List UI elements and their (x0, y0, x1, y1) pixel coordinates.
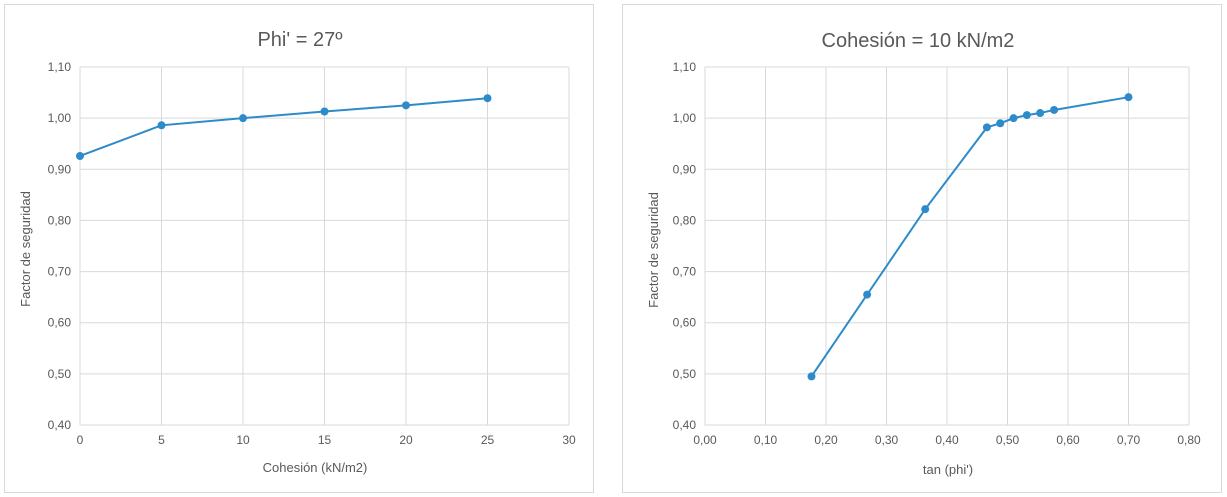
x-tick-label: 25 (481, 433, 495, 447)
x-tick-label: 0,10 (754, 433, 778, 447)
x-tick-label: 0 (77, 433, 84, 447)
y-tick-label: 0,90 (673, 162, 697, 176)
data-point (1009, 114, 1018, 123)
chart-panel-right: Cohesión = 10 kN/m2 tan (phi') Factor de… (622, 4, 1222, 493)
y-tick-label: 1,00 (48, 111, 72, 125)
x-tick-label: 20 (399, 433, 413, 447)
y-tick-label: 1,10 (673, 60, 697, 74)
plot-area: 0,40 0,50 0,60 0,70 0,80 0,90 1,00 1,10 0,00 0,10… (673, 60, 1201, 447)
y-tick-label: 0,80 (48, 213, 72, 227)
y-tick-label: 0,40 (48, 418, 72, 432)
data-point (1036, 109, 1045, 118)
data-point (1022, 111, 1031, 120)
series-line (810, 96, 1129, 377)
y-tick-label: 1,10 (48, 60, 72, 74)
data-point (1124, 93, 1133, 102)
chart-left: Phi' = 27º Cohesión (kN/m2) Factor de se… (18, 29, 576, 475)
data-point (982, 123, 991, 132)
x-axis-title: tan (phi') (923, 462, 973, 477)
data-point (402, 101, 410, 110)
data-point (76, 151, 84, 160)
x-tick-label: 0,00 (693, 433, 717, 447)
x-tick-label: 0,40 (935, 433, 959, 447)
y-tick-label: 0,70 (48, 265, 72, 279)
y-tick-label: 0,50 (673, 367, 697, 381)
series-line (79, 97, 488, 157)
x-tick-label: 0,60 (1056, 433, 1080, 447)
x-tick-label: 15 (318, 433, 332, 447)
chart-title: Phi' = 27º (257, 29, 343, 51)
plot-area: 0,40 0,50 0,60 0,70 0,80 0,90 1,00 1,10 0 5 10 15 20… (48, 60, 576, 447)
data-point (157, 121, 166, 130)
x-tick-label: 0,30 (875, 433, 899, 447)
x-axis-title: Cohesión (kN/m2) (263, 460, 368, 475)
x-tick-label: 30 (562, 433, 576, 447)
x-tick-label: 0,20 (814, 433, 838, 447)
data-point (807, 372, 816, 381)
y-axis-title: Factor de seguridad (18, 191, 33, 307)
y-tick-label: 0,70 (673, 265, 697, 279)
data-point (483, 94, 492, 103)
y-tick-label: 1,00 (673, 111, 697, 125)
data-point (921, 205, 930, 214)
y-tick-label: 0,50 (48, 367, 72, 381)
x-tick-label: 0,50 (996, 433, 1020, 447)
chart-panel-left: Phi' = 27º Cohesión (kN/m2) Factor de se… (4, 4, 594, 493)
y-tick-label: 0,80 (673, 213, 697, 227)
y-tick-label: 0,40 (673, 418, 697, 432)
x-tick-label: 5 (158, 433, 165, 447)
y-axis-title: Factor de seguridad (646, 192, 661, 308)
y-tick-label: 0,90 (48, 162, 72, 176)
x-tick-label: 0,80 (1177, 433, 1201, 447)
y-tick-label: 0,60 (673, 316, 697, 330)
x-tick-label: 0,70 (1117, 433, 1141, 447)
data-point (320, 107, 329, 116)
data-point (863, 290, 872, 299)
chart-right: Cohesión = 10 kN/m2 tan (phi') Factor de… (646, 30, 1201, 477)
x-tick-label: 10 (236, 433, 250, 447)
data-point (996, 119, 1005, 128)
y-tick-label: 0,60 (48, 316, 72, 330)
data-point (1050, 105, 1059, 114)
data-point (239, 114, 247, 123)
chart-title: Cohesión = 10 kN/m2 (822, 30, 1015, 52)
